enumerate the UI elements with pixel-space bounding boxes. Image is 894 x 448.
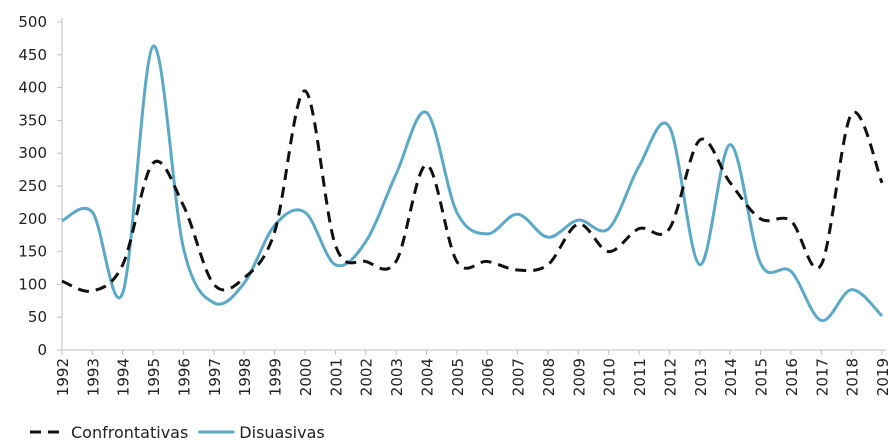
x-tick-label: 2005 [449,358,467,396]
series-lines [61,44,884,322]
y-tick-label: 300 [18,144,47,162]
axes [61,18,886,351]
x-axis-ticks: 1992 1993 1994 1995 1996 1997 1998 1999 2000 2001… [54,350,892,396]
x-tick-label: 2017 [813,358,831,396]
x-tick-label: 2007 [510,358,528,396]
x-tick-label: 2002 [358,358,376,396]
y-tick-label: 200 [18,210,47,228]
x-tick-label: 1993 [84,358,102,396]
y-tick-label: 400 [18,79,47,97]
y-tick-label: 450 [18,46,47,64]
x-tick-label: 2008 [540,358,558,396]
x-tick-label: 2011 [631,358,649,396]
x-tick-label: 1992 [54,358,72,396]
x-tick-label: 1999 [267,358,285,396]
x-tick-label: 1994 [115,358,133,396]
series-line-disuasivas [61,44,884,322]
legend-label-disuasivas: Disuasivas [239,423,324,442]
x-tick-label: 1995 [145,358,163,396]
x-tick-label: 2001 [327,358,345,396]
y-axis-ticks: 0 50 100 150 200 250 300 350 400 450 500 [18,13,62,359]
y-tick-label: 50 [28,308,47,326]
x-tick-label: 2009 [570,358,588,396]
x-tick-label: 1997 [206,358,224,396]
x-tick-label: 2014 [722,358,740,396]
y-tick-label: 500 [18,13,47,31]
x-tick-label: 2000 [297,358,315,396]
x-tick-label: 2018 [844,358,862,396]
x-tick-label: 1996 [175,358,193,396]
y-tick-label: 0 [37,341,47,359]
x-tick-label: 2019 [874,358,892,396]
legend: Confrontativas Disuasivas [30,423,325,442]
y-tick-label: 150 [18,243,47,261]
y-tick-label: 100 [18,275,47,293]
x-tick-label: 2010 [601,358,619,396]
y-tick-label: 350 [18,111,47,129]
legend-label-confrontativas: Confrontativas [71,423,188,442]
series-line-confrontativas [61,89,884,293]
x-tick-label: 2012 [661,358,679,396]
x-tick-label: 2013 [692,358,710,396]
x-tick-label: 2003 [388,358,406,396]
x-tick-label: 2015 [753,358,771,396]
y-tick-label: 250 [18,177,47,195]
x-tick-label: 2016 [783,358,801,396]
x-tick-label: 1998 [236,358,254,396]
x-tick-label: 2006 [479,358,497,396]
x-tick-label: 2004 [418,358,436,396]
